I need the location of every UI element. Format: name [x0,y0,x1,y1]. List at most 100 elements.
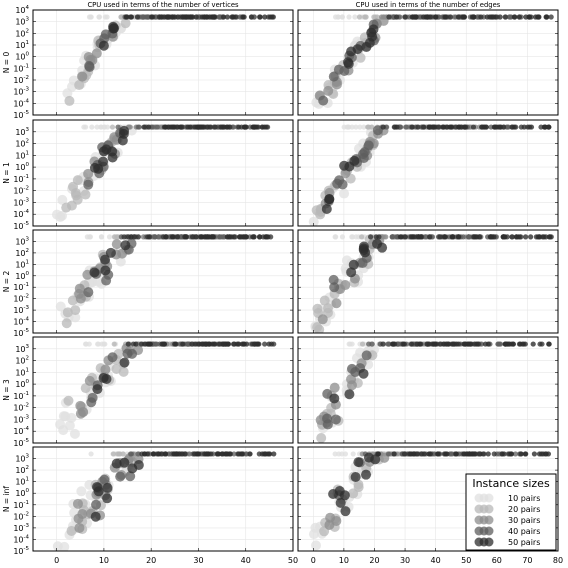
timeout-point [444,124,451,130]
timeout-point [501,451,507,457]
data-point [98,156,109,167]
timeout-point [408,341,415,347]
data-point [358,243,369,254]
y-tick-exponent: 3 [26,127,30,133]
timeout-point [339,451,345,457]
data-point [145,14,151,20]
legend-label-20: 20 pairs [508,505,540,514]
x-tick-label: 0 [54,556,59,565]
data-point [147,341,153,347]
timeout-point [204,14,210,20]
y-tick-base: 10 [15,260,25,269]
legend-marker [484,504,494,514]
data-point [380,124,386,130]
data-point [117,135,128,146]
timeout-point [180,341,186,347]
timeout-point [332,234,338,240]
data-point [102,493,113,504]
data-point [364,37,375,48]
timeout-point [363,14,369,20]
data-point [77,509,88,520]
y-tick-exponent: 1 [26,259,30,265]
data-point [115,471,126,482]
timeout-point [220,341,227,347]
timeout-point [516,14,523,20]
y-tick-exponent: -5 [24,438,30,444]
timeout-point [471,341,478,347]
data-point [323,303,334,314]
panel-r2-c1 [297,229,559,334]
panel-frame [297,336,559,444]
timeout-point [357,124,363,130]
data-point [80,383,91,394]
timeout-point [350,234,356,240]
data-point [125,341,131,347]
timeout-point [361,124,367,130]
timeout-point [523,14,529,20]
timeout-point [484,14,490,20]
y-tick-exponent: -1 [24,391,29,397]
timeout-point [332,14,339,20]
panel-frame [32,446,294,552]
y-tick-base: 10 [15,6,25,15]
data-point [435,124,441,130]
y-tick-exponent: 3 [26,236,30,242]
y-tick-base: 10 [15,272,25,281]
timeout-point [482,341,489,347]
y-tick-base: 10 [13,210,23,219]
panel-frame [32,336,294,444]
data-point [508,451,515,457]
x-tick-label: 40 [431,556,441,565]
data-point [415,124,421,130]
timeout-point [523,451,529,457]
panel-r1-c1 [297,119,559,227]
data-point [321,203,332,214]
timeout-point [156,451,162,457]
data-point [98,373,109,384]
timeout-point [427,451,433,457]
data-point [513,124,519,130]
timeout-point [450,341,457,347]
timeout-point [341,124,347,130]
y-tick-base: 10 [13,222,23,231]
data-point [130,341,136,347]
y-tick-exponent: -2 [24,511,29,517]
data-point [135,451,141,457]
timeout-point [169,234,176,240]
y-tick-exponent: 0 [26,379,30,385]
data-point [392,124,398,130]
column-title-edges: CPU used in terms of the number of edges [356,1,501,9]
data-point [59,541,70,551]
data-point [310,522,321,533]
data-point [330,414,341,425]
x-tick-label: 60 [492,556,502,565]
y-tick-label: 103 [15,454,29,464]
y-tick-base: 10 [15,237,25,246]
timeout-point [193,234,199,240]
data-point [317,314,328,325]
y-tick-label: 103 [15,127,29,137]
y-tick-base: 10 [13,76,23,85]
data-point [128,451,135,457]
y-tick-base: 10 [15,29,25,38]
x-tick-label: 50 [461,556,471,565]
legend-title: Instance sizes [472,477,550,490]
data-point [455,14,462,20]
timeout-point [94,124,100,130]
timeout-point [118,14,124,20]
y-tick-label: 100 [15,488,29,498]
data-point [235,341,242,347]
y-tick-exponent: -2 [24,75,29,81]
timeout-point [230,124,237,130]
y-tick-exponent: -3 [24,197,30,203]
data-point [340,506,351,517]
data-point [135,234,141,240]
timeout-point [540,234,546,240]
data-point [55,211,66,222]
y-tick-label: 10-3 [13,523,29,533]
y-tick-exponent: 0 [26,162,30,168]
data-point [150,451,157,457]
timeout-point [491,14,497,20]
data-point [86,397,97,408]
row-label-n2: N = 2 [2,271,11,293]
